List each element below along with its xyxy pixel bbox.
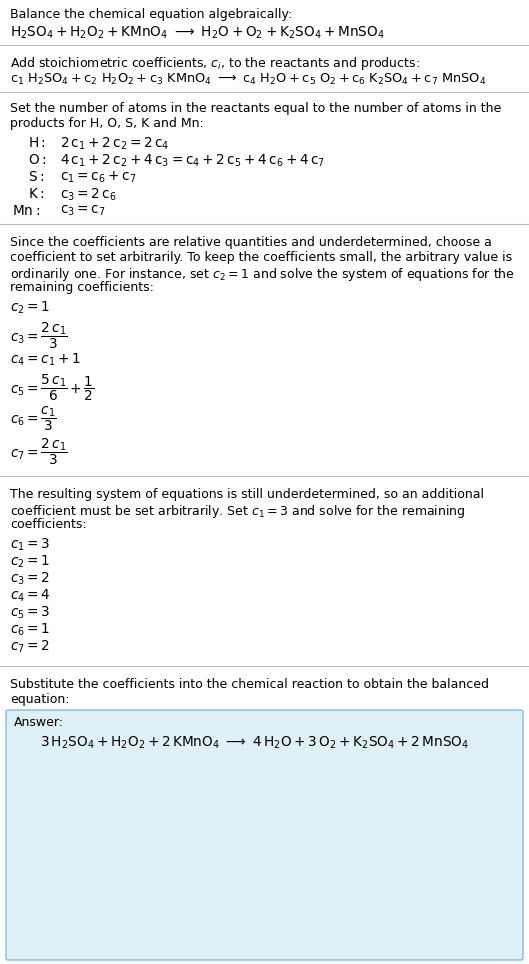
Text: $\mathregular{c_3 = c_7}$: $\mathregular{c_3 = c_7}$ bbox=[60, 204, 106, 219]
Text: $c_2 = 1$: $c_2 = 1$ bbox=[10, 300, 50, 316]
Text: $c_3 = 2$: $c_3 = 2$ bbox=[10, 571, 50, 587]
Text: $\mathregular{3\,H_2SO_4 + H_2O_2 + 2\,KMnO_4}$$\mathregular{\ \longrightarrow \: $\mathregular{3\,H_2SO_4 + H_2O_2 + 2\,K… bbox=[40, 735, 469, 751]
Text: $\mathregular{S:}$: $\mathregular{S:}$ bbox=[28, 170, 44, 184]
Text: Balance the chemical equation algebraically:: Balance the chemical equation algebraica… bbox=[10, 8, 292, 21]
Text: $c_1 = 3$: $c_1 = 3$ bbox=[10, 537, 50, 553]
Text: The resulting system of equations is still underdetermined, so an additional: The resulting system of equations is sti… bbox=[10, 488, 484, 501]
Text: $\mathregular{H:}$: $\mathregular{H:}$ bbox=[28, 136, 46, 150]
Text: $c_6 = 1$: $c_6 = 1$ bbox=[10, 622, 50, 638]
Text: $\mathregular{c_1\ H_2SO_4 + c_2\ H_2O_2 + c_3\ KMnO_4}$$\mathregular{\ \longrig: $\mathregular{c_1\ H_2SO_4 + c_2\ H_2O_2… bbox=[10, 72, 486, 87]
Text: coefficients:: coefficients: bbox=[10, 518, 87, 531]
FancyBboxPatch shape bbox=[6, 710, 523, 960]
Text: $c_3 = \dfrac{2\,c_1}{3}$: $c_3 = \dfrac{2\,c_1}{3}$ bbox=[10, 320, 68, 351]
Text: coefficient to set arbitrarily. To keep the coefficients small, the arbitrary va: coefficient to set arbitrarily. To keep … bbox=[10, 251, 512, 264]
Text: $c_2 = 1$: $c_2 = 1$ bbox=[10, 554, 50, 571]
Text: $c_7 = \dfrac{2\,c_1}{3}$: $c_7 = \dfrac{2\,c_1}{3}$ bbox=[10, 436, 68, 467]
Text: $\mathregular{2\,c_1 + 2\,c_2 = 2\,c_4}$: $\mathregular{2\,c_1 + 2\,c_2 = 2\,c_4}$ bbox=[60, 136, 169, 152]
Text: $\mathregular{4\,c_1 + 2\,c_2 + 4\,c_3 = c_4 + 2\,c_5 + 4\,c_6 + 4\,c_7}$: $\mathregular{4\,c_1 + 2\,c_2 + 4\,c_3 =… bbox=[60, 153, 325, 170]
Text: $\mathregular{Mn:}$: $\mathregular{Mn:}$ bbox=[12, 204, 40, 218]
Text: $c_7 = 2$: $c_7 = 2$ bbox=[10, 639, 50, 656]
Text: $c_6 = \dfrac{c_1}{3}$: $c_6 = \dfrac{c_1}{3}$ bbox=[10, 404, 57, 433]
Text: $\mathregular{c_1 = c_6 + c_7}$: $\mathregular{c_1 = c_6 + c_7}$ bbox=[60, 170, 136, 185]
Text: Substitute the coefficients into the chemical reaction to obtain the balanced: Substitute the coefficients into the che… bbox=[10, 678, 489, 691]
Text: $c_5 = 3$: $c_5 = 3$ bbox=[10, 605, 50, 622]
Text: $\mathregular{c_3 = 2\,c_6}$: $\mathregular{c_3 = 2\,c_6}$ bbox=[60, 187, 117, 203]
Text: $c_5 = \dfrac{5\,c_1}{6} + \dfrac{1}{2}$: $c_5 = \dfrac{5\,c_1}{6} + \dfrac{1}{2}$ bbox=[10, 372, 95, 403]
Text: Answer:: Answer: bbox=[14, 716, 64, 729]
Text: ordinarily one. For instance, set $c_2 = 1$ and solve the system of equations fo: ordinarily one. For instance, set $c_2 =… bbox=[10, 266, 515, 283]
Text: Set the number of atoms in the reactants equal to the number of atoms in the: Set the number of atoms in the reactants… bbox=[10, 102, 501, 115]
Text: $\mathregular{K:}$: $\mathregular{K:}$ bbox=[28, 187, 44, 201]
Text: products for H, O, S, K and Mn:: products for H, O, S, K and Mn: bbox=[10, 117, 204, 130]
Text: $c_4 = c_1 + 1$: $c_4 = c_1 + 1$ bbox=[10, 352, 81, 368]
Text: $\mathregular{H_2SO_4 + H_2O_2 + KMnO_4}$$\mathregular{\ \longrightarrow \ }$$\m: $\mathregular{H_2SO_4 + H_2O_2 + KMnO_4}… bbox=[10, 25, 385, 41]
Text: equation:: equation: bbox=[10, 693, 69, 706]
Text: Since the coefficients are relative quantities and underdetermined, choose a: Since the coefficients are relative quan… bbox=[10, 236, 492, 249]
Text: remaining coefficients:: remaining coefficients: bbox=[10, 281, 154, 294]
Text: Add stoichiometric coefficients, $c_i$, to the reactants and products:: Add stoichiometric coefficients, $c_i$, … bbox=[10, 55, 420, 72]
Text: $c_4 = 4$: $c_4 = 4$ bbox=[10, 588, 50, 604]
Text: $\mathregular{O:}$: $\mathregular{O:}$ bbox=[28, 153, 47, 167]
Text: coefficient must be set arbitrarily. Set $c_1 = 3$ and solve for the remaining: coefficient must be set arbitrarily. Set… bbox=[10, 503, 466, 520]
